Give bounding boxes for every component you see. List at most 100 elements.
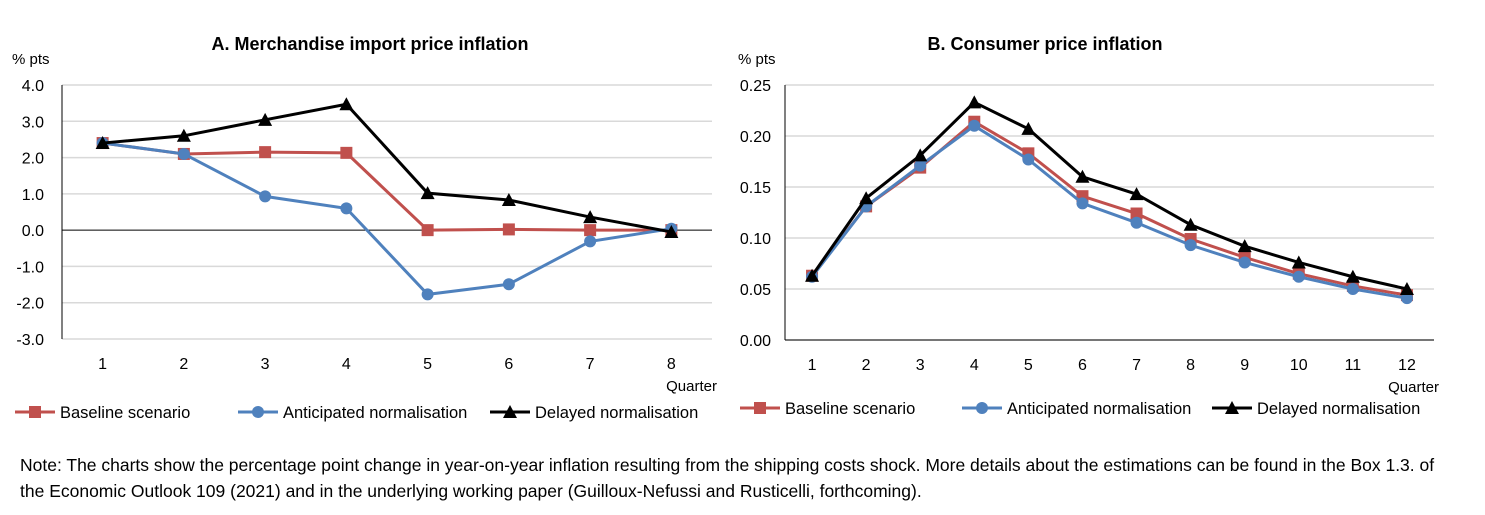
data-point-delayed (258, 112, 273, 126)
data-point-anticipated (1400, 292, 1413, 305)
data-point-delayed (664, 224, 679, 238)
y-tick-label: 2.0 (22, 151, 44, 168)
x-tick-label: 10 (1290, 357, 1308, 374)
data-point-delayed (1399, 282, 1414, 295)
y-tick-label: 0.0 (22, 223, 44, 240)
data-point-delayed (339, 97, 354, 111)
data-point-anticipated (177, 147, 190, 160)
x-tick-label: 8 (1186, 357, 1195, 374)
legend-marker-anticipated (976, 402, 988, 414)
data-point-delayed (176, 128, 191, 142)
data-point-anticipated (1346, 283, 1359, 295)
series-line-delayed (810, 100, 1408, 291)
y-axis-label: % pts (12, 51, 50, 68)
legend-label: Anticipated normalisation (283, 404, 467, 422)
data-point-anticipated (1022, 153, 1035, 166)
y-tick-label: 0.10 (740, 231, 771, 248)
x-tick-label: 5 (423, 356, 432, 373)
data-point-anticipated (1238, 256, 1251, 269)
data-point-anticipated (340, 202, 353, 215)
chart-title: A. Merchandise import price inflation (211, 34, 528, 54)
data-point-delayed (1291, 255, 1306, 269)
x-tick-label: 5 (1024, 357, 1033, 374)
y-tick-label: 0.15 (740, 180, 771, 197)
x-tick-label: 7 (586, 356, 595, 373)
series-line-delayed (102, 102, 672, 234)
data-point-delayed (859, 191, 874, 205)
legend-marker-baseline (29, 406, 41, 418)
x-axis-label: Quarter (1388, 379, 1439, 396)
y-tick-label: -3.0 (16, 332, 44, 349)
legend-label: Delayed normalisation (535, 404, 698, 422)
x-tick-label: 3 (261, 356, 270, 373)
x-axis-label: Quarter (666, 378, 717, 395)
series-line-anticipated (810, 123, 1408, 300)
series-line-baseline (810, 119, 1408, 297)
y-tick-label: 0.25 (740, 78, 771, 95)
series-line-anticipated (102, 141, 672, 296)
legend-label: Baseline scenario (785, 400, 915, 418)
data-point-delayed (967, 95, 982, 109)
data-point-delayed (1237, 239, 1252, 253)
legend-label: Delayed normalisation (1257, 400, 1420, 418)
x-tick-label: 6 (504, 356, 513, 373)
x-tick-label: 7 (1132, 357, 1141, 374)
y-tick-label: 0.20 (740, 129, 771, 146)
x-tick-label: 4 (342, 356, 351, 373)
data-point-anticipated (1184, 239, 1197, 252)
chart-title: B. Consumer price inflation (927, 34, 1162, 54)
data-point-anticipated (584, 235, 597, 248)
data-point-baseline (502, 223, 515, 236)
data-point-baseline (584, 224, 597, 237)
x-tick-label: 2 (179, 356, 188, 373)
legend-marker-baseline (754, 402, 766, 414)
charts-svg: A. Merchandise import price inflation % p… (12, 34, 1439, 422)
data-point-delayed (420, 186, 435, 200)
data-point-baseline (1130, 207, 1143, 220)
data-point-delayed (583, 210, 598, 224)
legend-marker-delayed (1225, 401, 1239, 414)
legend-marker-anticipated (252, 406, 264, 418)
data-point-anticipated (914, 159, 927, 172)
data-point-baseline (259, 146, 272, 159)
data-point-delayed (1129, 187, 1144, 201)
x-tick-label: 1 (98, 356, 107, 373)
note-text: Note: The charts show the percentage poi… (20, 455, 1435, 501)
data-point-delayed (805, 268, 820, 282)
x-tick-label: 1 (808, 357, 817, 374)
data-point-delayed (501, 193, 516, 207)
data-point-anticipated (259, 190, 272, 203)
legend-label: Anticipated normalisation (1007, 400, 1191, 418)
x-tick-label: 12 (1398, 357, 1416, 374)
y-axis-label: % pts (738, 51, 776, 68)
x-tick-label: 9 (1240, 357, 1249, 374)
y-tick-label: 0.00 (740, 333, 771, 350)
x-tick-label: 3 (916, 357, 925, 374)
x-tick-label: 8 (667, 356, 676, 373)
data-point-delayed (1021, 121, 1036, 135)
data-point-anticipated (968, 119, 981, 132)
legend-marker-delayed (503, 405, 517, 418)
data-point-anticipated (1130, 216, 1143, 229)
y-tick-label: -1.0 (16, 259, 44, 276)
y-tick-label: 3.0 (22, 114, 44, 131)
y-tick-label: 4.0 (22, 78, 44, 95)
data-point-anticipated (1076, 197, 1089, 210)
legend-label: Baseline scenario (60, 404, 190, 422)
data-point-baseline (340, 146, 353, 159)
data-point-baseline (421, 224, 434, 237)
data-point-delayed (1183, 217, 1198, 231)
data-point-anticipated (502, 278, 515, 291)
data-point-delayed (913, 148, 928, 162)
x-tick-label: 6 (1078, 357, 1087, 374)
y-tick-label: -2.0 (16, 296, 44, 313)
x-tick-label: 4 (970, 357, 979, 374)
data-point-delayed (95, 136, 110, 150)
y-tick-label: 1.0 (22, 187, 44, 204)
data-point-delayed (1075, 169, 1090, 183)
y-tick-label: 0.05 (740, 282, 771, 299)
data-point-delayed (1345, 269, 1360, 283)
data-point-anticipated (1292, 270, 1305, 283)
series-line-baseline (102, 141, 672, 232)
